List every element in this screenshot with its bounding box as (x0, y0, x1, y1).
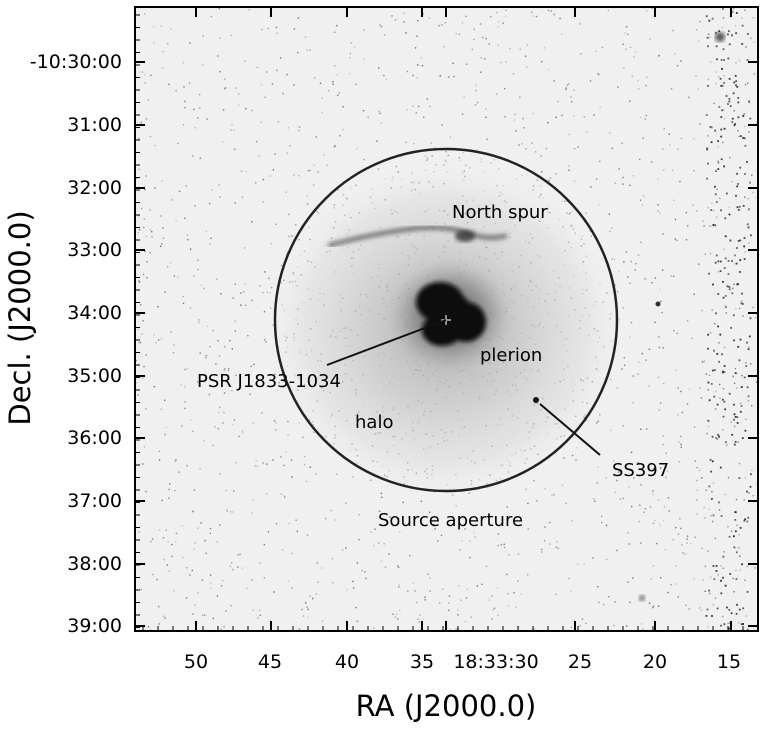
y-tick-label: 34:00 (67, 302, 122, 324)
x-tick-label: 40 (335, 651, 359, 673)
plerion-core (416, 282, 486, 346)
x-tick-label: 18:33:30 (453, 651, 538, 673)
x-axis-title: RA (J2000.0) (356, 689, 537, 723)
annotation-ss397: SS397 (612, 460, 669, 481)
annotation-source-aperture: Source aperture (378, 510, 523, 531)
y-tick-label: 36:00 (67, 427, 122, 449)
pulsar-leader-line (326, 319, 447, 366)
annotation-north-spur: North spur (452, 202, 548, 223)
north-spur-knot (455, 230, 475, 242)
point-source-ss397 (533, 397, 539, 403)
y-tick-label: 35:00 (67, 365, 122, 387)
y-tick-label: 39:00 (67, 615, 122, 637)
x-tick-label: 25 (568, 651, 592, 673)
annotation-pulsar: PSR J1833-1034 (197, 371, 341, 392)
y-tick-label: -10:30:00 (30, 51, 122, 73)
y-tick-label: 31:00 (67, 114, 122, 136)
y-tick-label: 32:00 (67, 177, 122, 199)
annotation-plerion: plerion (480, 345, 542, 366)
y-axis-ticks (135, 14, 758, 628)
y-tick-label: 37:00 (67, 490, 122, 512)
x-tick-label: 15 (717, 651, 741, 673)
y-tick-label: 38:00 (67, 553, 122, 575)
ss397-leader-line (539, 403, 601, 456)
x-axis-tick-labels: 50 45 40 35 18:33:30 25 20 15 (184, 651, 741, 673)
y-axis-tick-labels: -10:30:00 31:00 32:00 33:00 34:00 35:00 … (30, 51, 122, 637)
point-source-bottom (639, 595, 645, 601)
x-tick-label: 50 (184, 651, 208, 673)
point-source-top-right (715, 32, 725, 42)
y-tick-label: 33:00 (67, 239, 122, 261)
x-tick-label: 45 (258, 651, 282, 673)
y-axis-title: Decl. (J2000.0) (3, 210, 37, 425)
x-axis-ticks (142, 7, 744, 631)
x-tick-label: 20 (643, 651, 667, 673)
x-tick-label: 35 (410, 651, 434, 673)
point-source-east (655, 301, 661, 307)
annotation-halo: halo (355, 412, 393, 433)
north-spur-filament (327, 225, 508, 248)
source-aperture-circle (273, 147, 619, 493)
